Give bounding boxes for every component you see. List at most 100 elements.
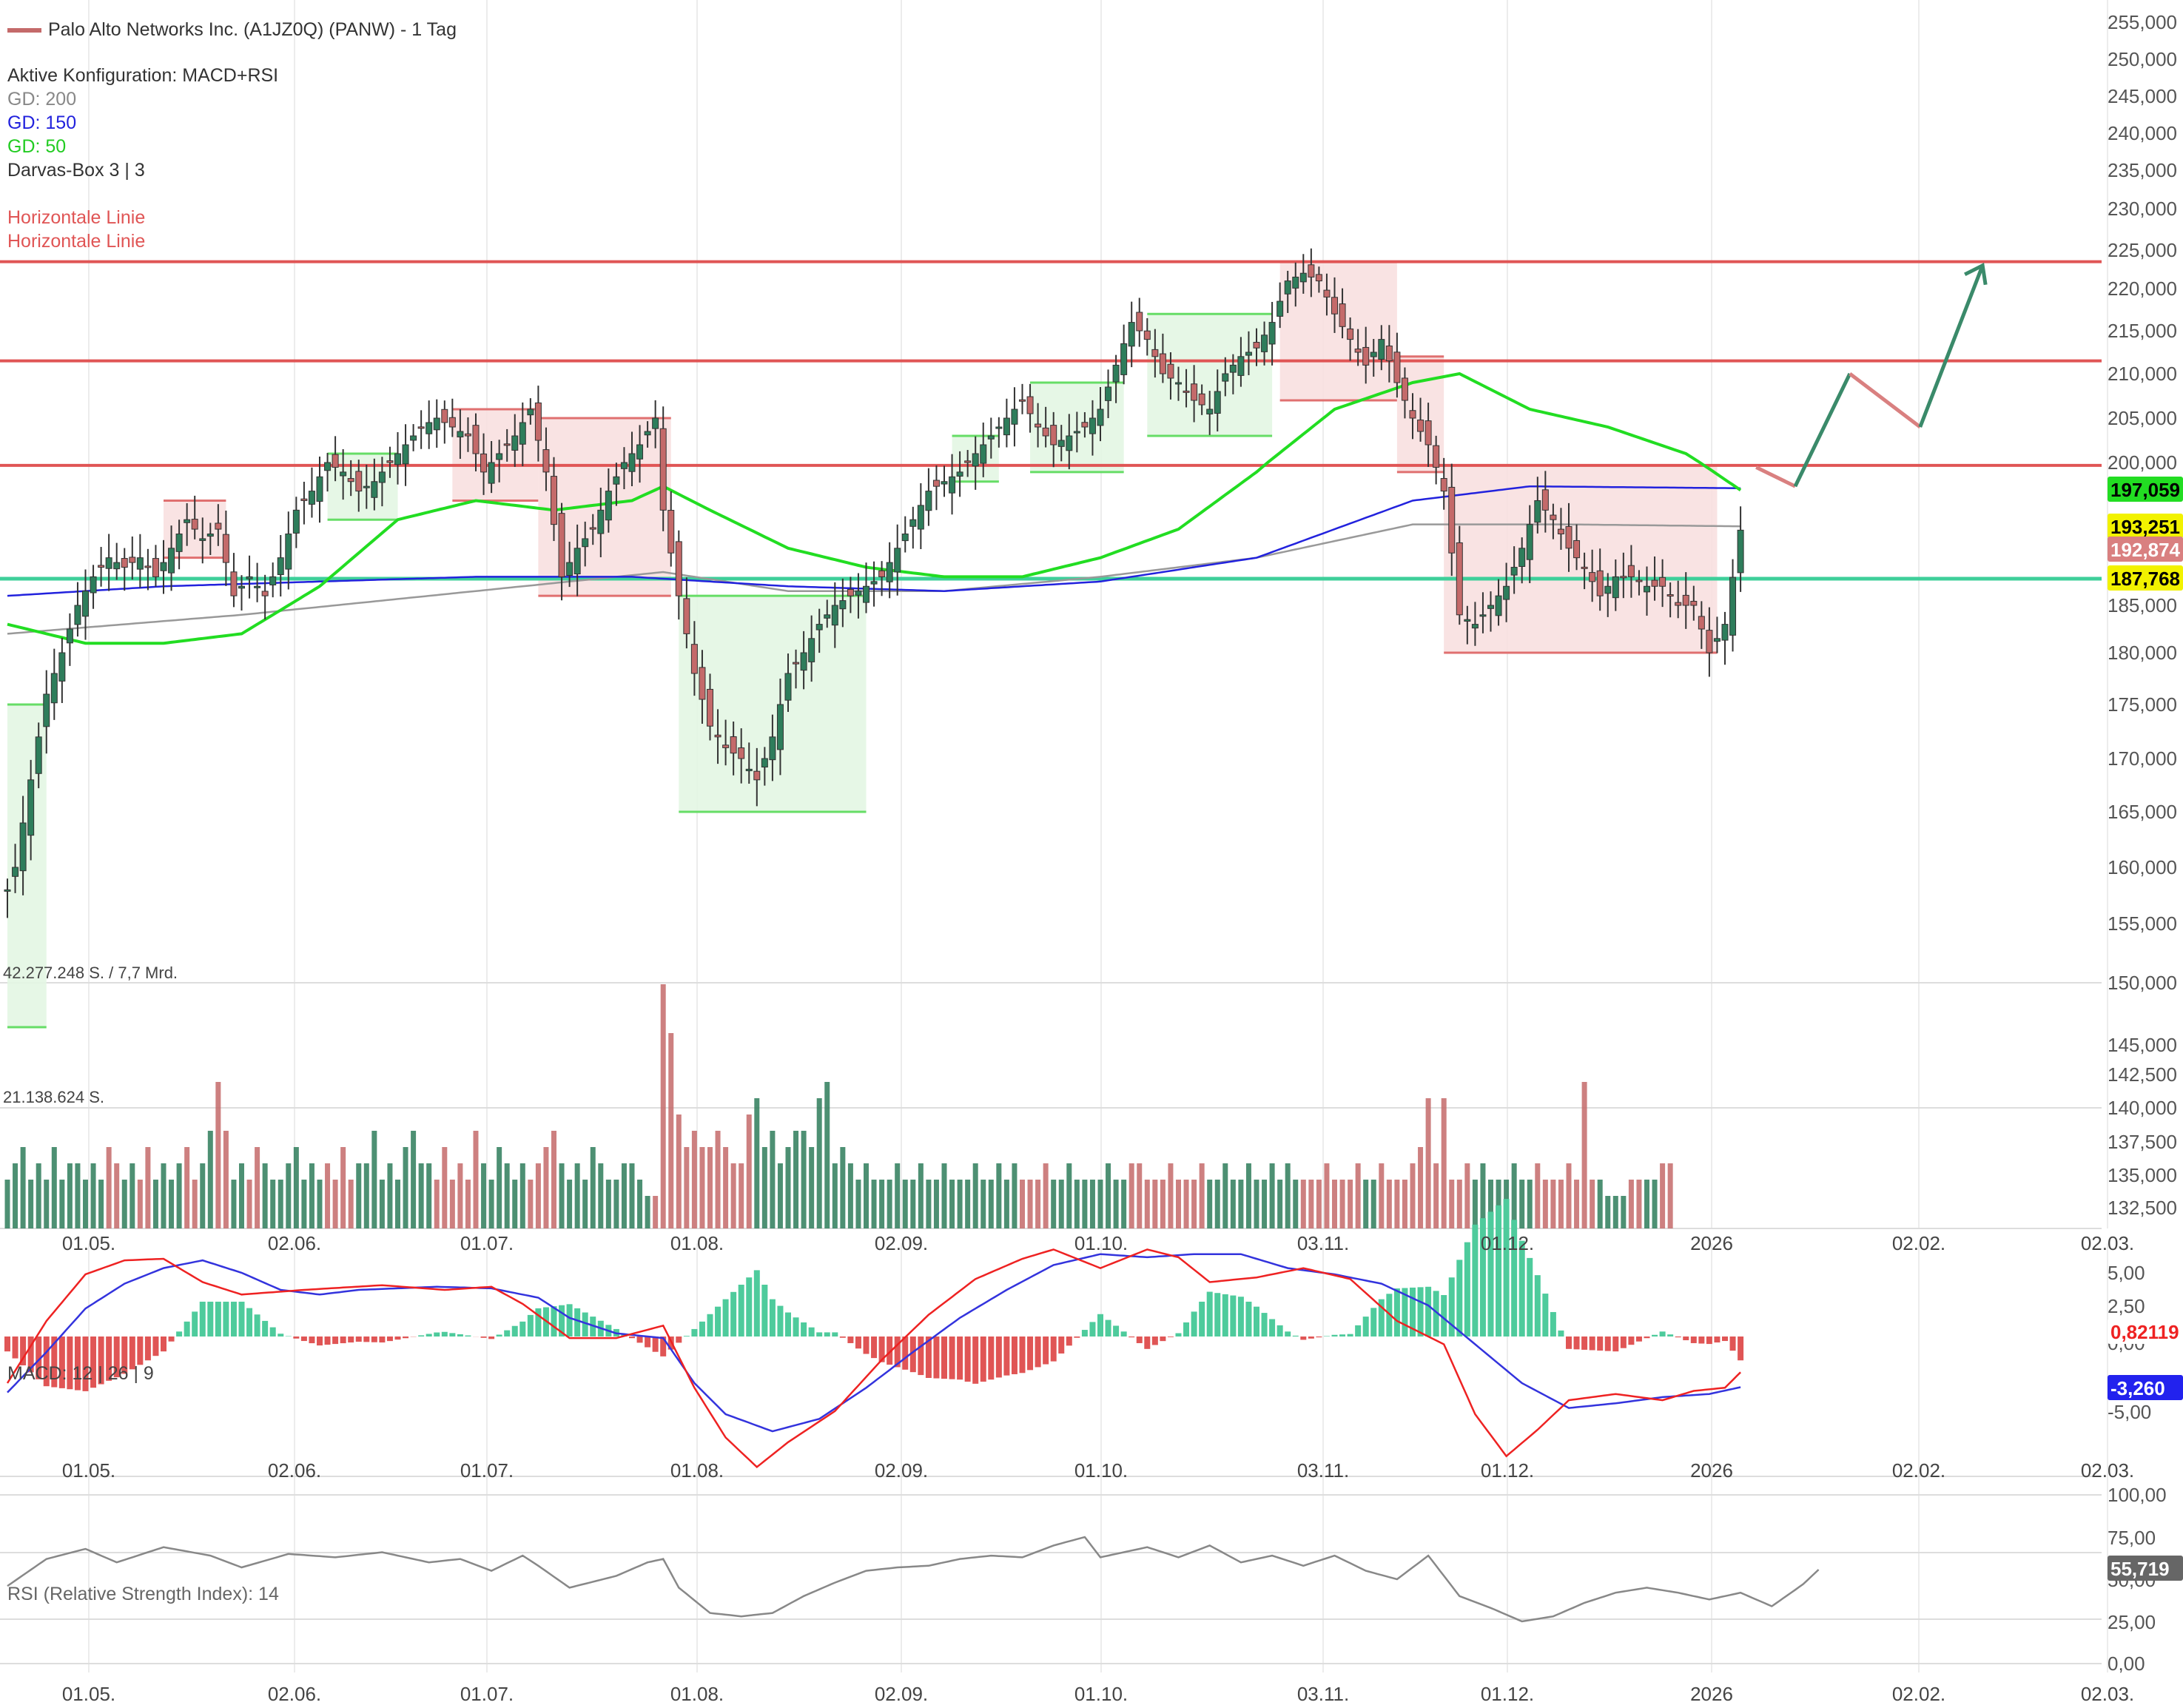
macd-hist-bar xyxy=(254,1314,260,1337)
macd-hist-bar xyxy=(988,1337,995,1380)
macd-hist-bar xyxy=(1097,1314,1103,1337)
candle-body xyxy=(1222,373,1229,382)
candle-body xyxy=(1526,524,1533,560)
macd-hist-bar xyxy=(1659,1331,1666,1337)
forecast-segment xyxy=(1755,465,1797,488)
macd-badge: -3,260 xyxy=(2110,1377,2165,1399)
macd-hist-bar xyxy=(566,1304,573,1337)
volume-bar xyxy=(309,1163,314,1228)
price-badge: 197,059 xyxy=(2110,479,2180,501)
volume-bar xyxy=(559,1163,565,1228)
price-axis-tick: 135,000 xyxy=(2108,1164,2177,1186)
volume-bar xyxy=(1566,1163,1572,1228)
volume-bar xyxy=(411,1131,417,1228)
x-axis-tick: 02.02. xyxy=(1892,1459,1945,1482)
macd-hist-bar xyxy=(1199,1301,1205,1337)
macd-hist-bar xyxy=(1308,1337,1314,1339)
volume-bar xyxy=(567,1180,573,1228)
candle-body xyxy=(144,565,152,568)
candle-body xyxy=(753,770,761,781)
candle-body xyxy=(113,562,121,570)
config-label: Aktive Konfiguration: MACD+RSI xyxy=(7,65,279,86)
candle-body xyxy=(511,435,519,451)
price-axis-tick: 160,000 xyxy=(2108,856,2177,878)
volume-bar xyxy=(715,1131,721,1228)
candle-body xyxy=(1464,619,1471,622)
volume-bar xyxy=(598,1163,604,1228)
macd-hist-bar xyxy=(957,1337,963,1380)
volume-bar xyxy=(1394,1180,1400,1228)
candle-body xyxy=(894,548,901,573)
volume-bar xyxy=(145,1147,151,1228)
volume-bar xyxy=(730,1163,736,1228)
candle-body xyxy=(949,476,956,494)
volume-bar xyxy=(1269,1163,1275,1228)
volume-bar xyxy=(90,1163,96,1228)
candle-body xyxy=(1666,594,1674,597)
candle-body xyxy=(27,779,35,836)
volume-bar xyxy=(1097,1180,1103,1228)
macd-hist-bar xyxy=(1566,1337,1572,1349)
volume-bar xyxy=(1433,1163,1439,1228)
volume-bar xyxy=(972,1163,978,1228)
rsi-label: RSI (Relative Strength Index): 14 xyxy=(7,1584,279,1604)
candle-body xyxy=(1644,585,1650,593)
macd-hist-bar xyxy=(1331,1334,1338,1337)
macd-hist-bar xyxy=(1425,1286,1432,1337)
volume-bar xyxy=(902,1180,908,1228)
volume-bar xyxy=(660,984,666,1228)
candle-body xyxy=(1370,352,1377,357)
candle-body xyxy=(690,644,698,674)
volume-bar xyxy=(28,1180,34,1228)
macd-hist-bar xyxy=(847,1337,854,1343)
macd-hist-bar xyxy=(1003,1337,1010,1376)
price-axis-tick: 170,000 xyxy=(2108,747,2177,770)
macd-hist-bar xyxy=(1511,1220,1518,1337)
x-axis-tick: 01.10. xyxy=(1074,1232,1128,1254)
macd-badge: 0,82119 xyxy=(2110,1321,2179,1343)
volume-bar xyxy=(387,1163,393,1228)
macd-hist-bar xyxy=(1597,1337,1604,1351)
gd150-label: GD: 150 xyxy=(7,112,77,133)
x-axis-tick: 02.02. xyxy=(1892,1232,1945,1254)
macd-hist-bar xyxy=(43,1337,50,1387)
x-axis-tick: 01.12. xyxy=(1481,1683,1534,1705)
volume-bar xyxy=(1191,1180,1197,1228)
x-axis-tick: 01.07. xyxy=(460,1459,514,1482)
candle-body xyxy=(1019,399,1026,402)
volume-bar xyxy=(1628,1180,1634,1228)
volume-bar xyxy=(1339,1180,1345,1228)
macd-hist-bar xyxy=(20,1337,27,1365)
volume-bar xyxy=(918,1163,924,1228)
macd-hist-bar xyxy=(58,1337,65,1388)
macd-hist-bar xyxy=(1058,1337,1065,1354)
macd-hist-bar xyxy=(168,1337,175,1342)
macd-hist-bar xyxy=(863,1337,870,1354)
macd-hist-bar xyxy=(894,1337,901,1368)
candle-body xyxy=(1675,602,1682,606)
macd-hist-bar xyxy=(1612,1337,1619,1352)
macd-hist-bar xyxy=(645,1337,651,1348)
candle-body xyxy=(793,662,800,665)
candle-body xyxy=(1183,390,1190,393)
macd-hist-bar xyxy=(246,1308,253,1337)
candle-body xyxy=(1128,322,1135,347)
candle-body xyxy=(1456,542,1463,616)
candle-body xyxy=(324,462,332,471)
macd-hist-bar xyxy=(207,1301,214,1337)
darvas-box xyxy=(1444,465,1718,653)
rsi-axis-tick: 75,00 xyxy=(2108,1527,2156,1549)
volume-bar xyxy=(1199,1163,1205,1228)
candle-body xyxy=(1066,435,1073,451)
candle-body xyxy=(1690,600,1698,606)
macd-axis-tick: 2,50 xyxy=(2108,1295,2145,1317)
macd-hist-bar xyxy=(1698,1337,1705,1344)
candle-body xyxy=(761,758,768,768)
volume-bar xyxy=(1496,1180,1501,1228)
price-axis-tick: 142,500 xyxy=(2108,1063,2177,1086)
macd-hist-bar xyxy=(496,1334,502,1337)
candle-body xyxy=(43,693,50,727)
macd-hist-bar xyxy=(949,1337,955,1379)
candle-body xyxy=(160,562,167,571)
volume-bar xyxy=(356,1163,362,1228)
